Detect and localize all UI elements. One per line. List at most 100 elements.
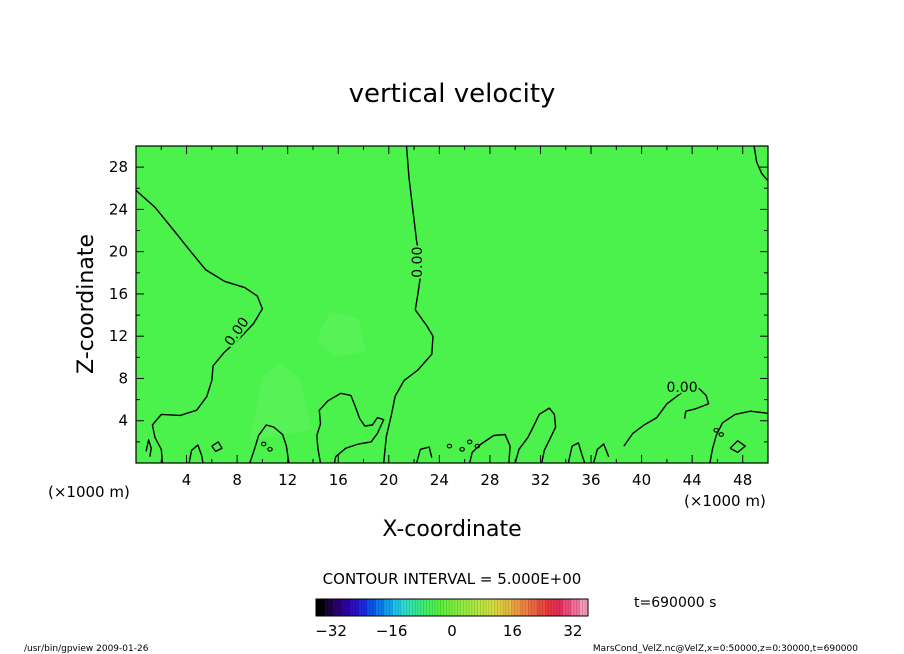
contour-blob-5 xyxy=(267,446,273,452)
colorbar-swatch xyxy=(520,599,529,616)
contour-blob-3 xyxy=(474,443,481,449)
colorbar-ticks: −32 −16 0 16 32 xyxy=(315,622,582,640)
colorbar-swatch xyxy=(350,599,359,616)
y-tick-label: 24 xyxy=(109,200,128,218)
colorbar-swatch xyxy=(503,599,512,616)
field-shading xyxy=(250,312,366,440)
contour-line-0 xyxy=(135,189,264,464)
x-tick-label: 24 xyxy=(430,471,449,489)
chart-title: vertical velocity xyxy=(349,79,556,109)
colorbar-swatch xyxy=(418,599,427,616)
contour-label-1: 0.00 xyxy=(410,247,426,278)
colorbar-swatch xyxy=(384,599,393,616)
contour-line-1 xyxy=(383,145,434,464)
contour-line-11 xyxy=(415,446,433,464)
contour-blob-1 xyxy=(459,446,465,452)
footer-right: MarsCond_VelZ.nc@VelZ,x=0:50000,z=0:3000… xyxy=(593,644,858,654)
contour-blob-0 xyxy=(446,443,453,449)
contour-line-4 xyxy=(316,392,385,464)
y-axis-label: Z-coordinate xyxy=(74,234,99,374)
x-axis-ticks: 4 8 12 16 20 24 28 32 36 40 44 48 xyxy=(160,146,752,489)
contour-line-14 xyxy=(188,444,204,464)
contour-line-15 xyxy=(211,441,223,453)
colorbar-swatch xyxy=(562,599,572,616)
colorbar-swatch xyxy=(494,599,504,616)
colorbar-swatch xyxy=(392,599,402,616)
contour-blob-4 xyxy=(260,441,267,447)
colorbar-frame xyxy=(315,598,589,617)
y-tick-label: 28 xyxy=(109,158,128,176)
colorbar-swatch xyxy=(460,599,470,616)
velocity-field xyxy=(136,146,768,463)
colorbar-swatch xyxy=(511,599,521,616)
colorbar-swatch xyxy=(443,599,453,616)
contour-line-8 xyxy=(249,424,290,464)
colorbar-swatch xyxy=(358,599,368,616)
colorbar xyxy=(316,599,589,616)
colorbar-swatch xyxy=(477,599,487,616)
y-tick-label: 4 xyxy=(118,412,128,430)
colorbar-swatch xyxy=(375,599,385,616)
colorbar-swatch xyxy=(528,599,538,616)
x-tick-label: 36 xyxy=(581,471,600,489)
contour-line-5 xyxy=(514,407,557,464)
x-tick-label: 16 xyxy=(329,471,348,489)
colorbar-swatch xyxy=(341,599,351,616)
contour-line-3 xyxy=(753,145,769,182)
y-tick-label: 12 xyxy=(109,327,128,345)
contour-line-7 xyxy=(683,387,710,419)
contour-line-12 xyxy=(567,442,586,464)
colorbar-swatch xyxy=(401,599,410,616)
y-tick-label: 20 xyxy=(109,243,128,261)
footer-left: /usr/bin/gpview 2009-01-26 xyxy=(24,644,149,654)
contour-blob-6 xyxy=(713,427,719,433)
x-tick-label: 20 xyxy=(379,471,398,489)
colorbar-swatch xyxy=(452,599,461,616)
contour-blob-2 xyxy=(466,439,473,445)
light-patch xyxy=(316,312,366,356)
colorbar-swatch xyxy=(333,599,342,616)
x-unit-left: (×1000 m) xyxy=(48,483,130,501)
contour-line-2 xyxy=(709,410,769,464)
x-tick-label: 44 xyxy=(683,471,702,489)
plot-frame xyxy=(135,145,769,464)
colorbar-swatch xyxy=(579,599,589,616)
contour-line-6 xyxy=(623,387,690,447)
contour-line-9 xyxy=(145,439,152,457)
colorbar-swatch xyxy=(571,599,580,616)
light-patch xyxy=(250,362,312,440)
colorbar-tick-label: −32 xyxy=(315,622,347,640)
x-tick-label: 48 xyxy=(733,471,752,489)
y-axis-ticks: 4 8 12 16 20 24 28 xyxy=(109,158,768,443)
colorbar-swatch xyxy=(554,599,563,616)
colorbar-swatch xyxy=(545,599,555,616)
y-tick-label: 8 xyxy=(118,369,128,387)
contour-label-2: 0.00 xyxy=(666,380,697,396)
x-tick-label: 32 xyxy=(531,471,550,489)
x-tick-label: 12 xyxy=(278,471,297,489)
x-tick-label: 8 xyxy=(232,471,242,489)
colorbar-tick-label: 0 xyxy=(447,622,457,640)
x-tick-label: 40 xyxy=(632,471,651,489)
x-axis-label: X-coordinate xyxy=(382,517,521,542)
colorbar-tick-label: 16 xyxy=(503,622,522,640)
contour-line-16 xyxy=(729,440,746,454)
colorbar-swatch xyxy=(469,599,478,616)
y-tick-label: 16 xyxy=(109,285,128,303)
colorbar-swatch xyxy=(367,599,376,616)
colorbar-swatch xyxy=(537,599,546,616)
colorbar-swatch xyxy=(486,599,495,616)
colorbar-swatch xyxy=(316,599,325,616)
colorbar-swatch xyxy=(435,599,444,616)
contour-line-13 xyxy=(592,443,610,464)
contour-line-10 xyxy=(469,433,511,464)
x-tick-label: 4 xyxy=(182,471,192,489)
colorbar-swatch xyxy=(324,599,334,616)
contour-blob-7 xyxy=(718,432,724,437)
zero-contours xyxy=(135,145,769,464)
colorbar-tick-label: −16 xyxy=(376,622,408,640)
contour-interval-text: CONTOUR INTERVAL = 5.000E+00 xyxy=(323,570,582,588)
x-tick-label: 28 xyxy=(480,471,499,489)
colorbar-tick-label: 32 xyxy=(563,622,582,640)
